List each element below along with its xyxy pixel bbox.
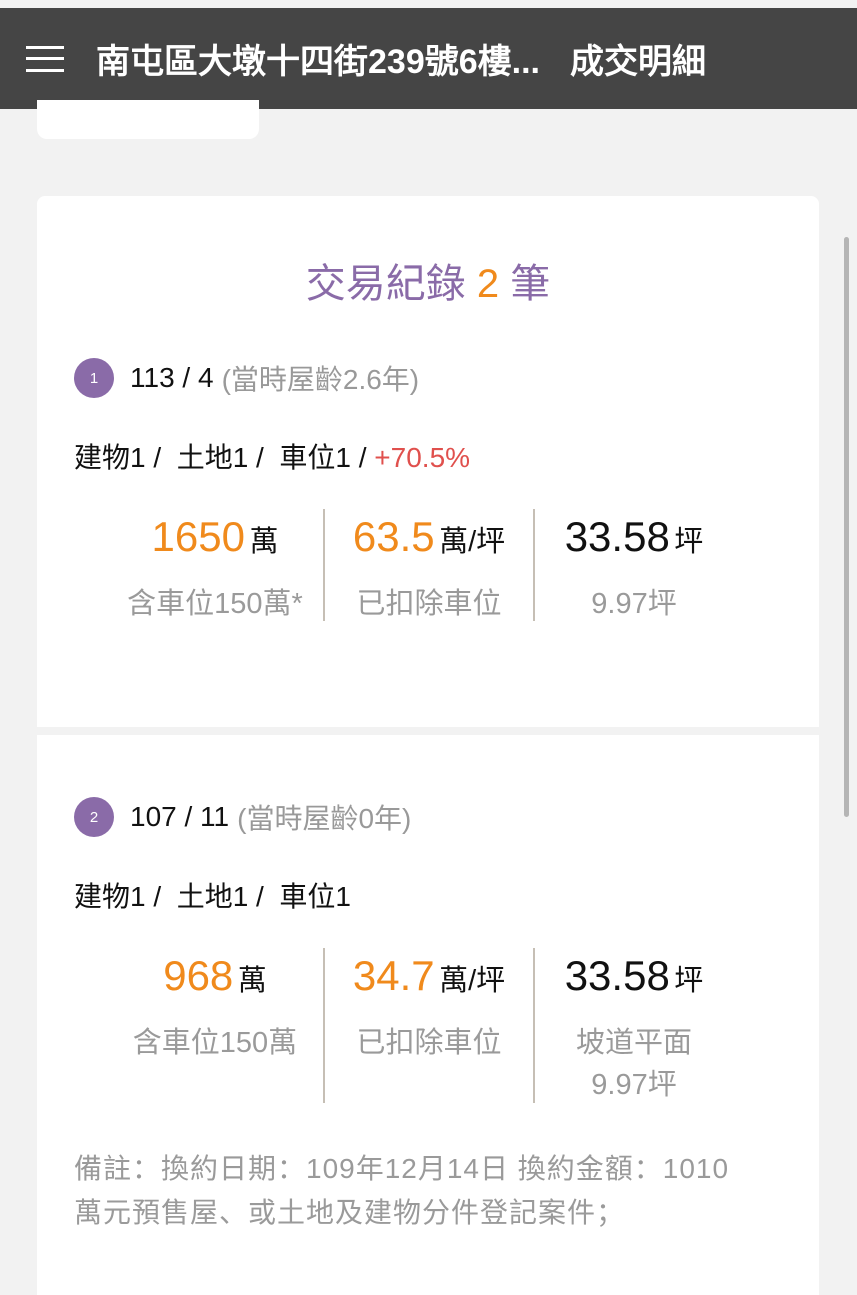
building-age: (當時屋齡0年): [237, 803, 412, 834]
parking-area: 9.97坪: [591, 1069, 677, 1101]
record-index-badge: 2: [74, 797, 114, 837]
transaction-card-2: 2 107 / 11 (當時屋齡0年) 建物1 / 土地1 / 車位1 968 萬含…: [37, 735, 819, 1295]
building-age: (當時屋齡2.6年): [221, 364, 420, 395]
record-header: 2 107 / 11 (當時屋齡0年) 建物1 / 土地1 / 車位1: [74, 797, 411, 915]
area: 33.58: [564, 513, 670, 560]
heading-suffix: 筆: [510, 262, 551, 306]
record-stats: 968 萬含車位150萬 34.7 萬/坪已扣除車位 33.58 坪坡道平面 9.…: [107, 948, 733, 1103]
total-price: 968: [163, 952, 234, 999]
area-unit: 坪: [674, 526, 704, 558]
unit-price-note: 已扣除車位: [356, 588, 502, 620]
unit-price-unit: 萬/坪: [439, 526, 506, 558]
record-index-badge: 1: [74, 358, 114, 398]
record-stats: 1650 萬含車位150萬* 63.5 萬/坪已扣除車位 33.58 坪 9.97…: [107, 509, 733, 621]
composition: 建物1 / 土地1 / 車位1: [74, 881, 351, 912]
area: 33.58: [564, 952, 670, 999]
unit-price-note: 已扣除車位: [356, 1027, 502, 1059]
address-title: 南屯區大墩十四街239號6樓...: [96, 43, 540, 81]
heading-label: 交易紀錄: [305, 262, 466, 306]
record-note: 備註：換約日期：109年12月14日 換約金額：1010萬元預售屋、或土地及建物…: [74, 1153, 730, 1228]
transaction-card-1: 交易紀錄 2 筆 1 113 / 4 (當時屋齡2.6年) 建物1 / 土地1 / …: [37, 196, 819, 727]
price-change: +70.5%: [374, 442, 471, 473]
unit-price-unit: 萬/坪: [439, 965, 506, 997]
unit-price: 34.7: [352, 952, 435, 999]
scrollbar[interactable]: [844, 237, 849, 817]
total-unit: 萬: [237, 965, 267, 997]
parking-area: 9.97坪: [591, 588, 677, 620]
previous-card: [37, 100, 259, 139]
area-unit: 坪: [674, 965, 704, 997]
page-subtitle: 成交明細: [569, 43, 706, 81]
total-note: 含車位150萬*: [127, 588, 303, 620]
record-count-heading: 交易紀錄 2 筆: [37, 251, 819, 309]
record-date: 113 / 4: [130, 362, 214, 393]
total-price: 1650: [151, 513, 245, 560]
record-date: 107 / 11: [130, 801, 230, 832]
record-count: 2: [476, 262, 500, 306]
top-app-bar: 南屯區大墩十四街239號6樓... 成交明細: [0, 8, 857, 109]
total-note: 含車位150萬: [132, 1027, 298, 1059]
parking-type: 坡道平面: [575, 1027, 692, 1059]
hamburger-icon[interactable]: [26, 45, 64, 72]
record-header: 1 113 / 4 (當時屋齡2.6年) 建物1 / 土地1 / 車位1 / +70…: [74, 358, 470, 476]
unit-price: 63.5: [352, 513, 435, 560]
page-title: 南屯區大墩十四街239號6樓... 成交明細: [96, 34, 706, 83]
total-unit: 萬: [249, 526, 279, 558]
composition: 建物1 / 土地1 / 車位1 /: [74, 442, 375, 473]
